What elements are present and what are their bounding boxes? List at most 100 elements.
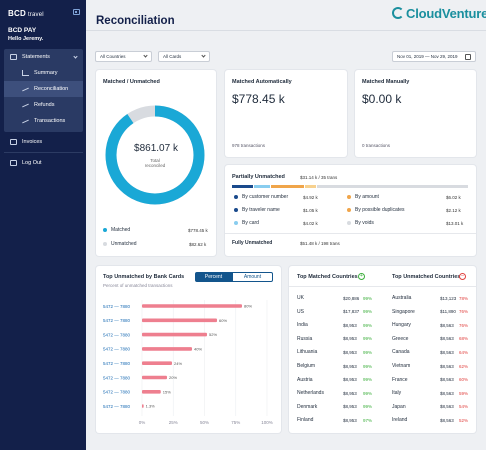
partial-item: By traveler name [234,207,280,213]
matched-manually-card: Matched Manually $0.00 k 0 transactions [355,70,476,157]
x-tick-label: 0% [139,420,146,425]
bar-category-label[interactable]: 5472 — 7880 [103,318,131,323]
logo-suffix: travel [27,12,44,18]
sidebar-item-reconciliation[interactable]: Reconciliation [4,81,83,97]
bar[interactable] [142,390,161,394]
sidebar-item-label: Log Out [22,160,42,166]
matched-country-name: Finland [297,417,314,424]
matched-country-value: $8,953 [343,417,357,423]
matched-country-pct: 99% [363,336,373,342]
partial-item: By voids [347,220,374,226]
brand-name: BCD PAY [8,27,37,34]
unmatched-country-value: $8,563 [440,363,454,369]
partial-item-value: $2.12 k [446,208,461,213]
bar[interactable] [142,304,242,308]
sidebar-item-invoices[interactable]: Invoices [4,134,83,150]
unmatched-country-value: $8,563 [440,417,454,423]
bar-value-label: 20% [169,375,177,380]
chevron-down-icon [73,54,78,59]
sidebar-item-label: Statements [22,54,50,60]
countries-card: Top Matched Countries + Top Unmatched Co… [289,266,476,433]
sidebar-item-summary[interactable]: Summary [4,65,83,81]
partial-bar-segment [271,185,304,188]
bar-category-label[interactable]: 5472 — 7880 [103,390,131,395]
bar-value-label: 15% [163,389,171,394]
unmatched-country-name: Greece [392,335,409,342]
box-icon [10,54,17,60]
card-subtitle: Percent of unmatched transactions [103,283,173,288]
percent-toggle-button[interactable]: Percent [195,272,232,282]
unmatched-country-pct: 52% [459,417,469,423]
donut-total-label: Total reconciled [144,158,166,168]
bar-category-label[interactable]: 5472 — 7880 [103,375,131,380]
legend-label: Matched [111,227,131,233]
date-range-picker[interactable]: Nov 01, 2019 — Nov 29, 2019 [392,51,476,62]
unmatched-country-pct: 68% [459,336,469,342]
bar[interactable] [142,361,172,365]
partial-item: By possible duplicates [347,207,404,213]
cloudventure-text: CloudVenture [406,5,486,21]
partial-item-label: By traveler name [242,207,280,213]
matched-country-pct: 99% [363,404,373,410]
bar-value-label: 52% [209,332,217,337]
unmatched-country-value: $8,563 [440,349,454,355]
matched-auto-value: $778.45 k [232,92,285,106]
unmatched-country-pct: 76% [459,322,469,328]
bar[interactable] [142,332,207,337]
bar[interactable] [142,347,192,351]
card-title: Partially Unmatched [232,174,285,180]
matched-automatically-card: Matched Automatically $778.45 k 978 tran… [225,70,347,157]
bcd-logo[interactable]: BCD travel [8,9,44,18]
bar[interactable] [142,318,217,323]
amount-toggle-button[interactable]: Amount [232,272,273,282]
logout-icon [10,160,17,166]
trend-icon [22,86,29,92]
cloudventure-mark-icon [392,7,404,19]
cards-select[interactable]: All Cards [158,51,210,62]
bar-category-label[interactable]: 5472 — 7880 [103,361,131,366]
unmatched-country-value: $11,890 [440,309,456,315]
bar-category-label[interactable]: 5472 — 7880 [103,332,131,337]
minus-icon: – [459,273,466,280]
statements-group: Statements Summary Reconciliation Refund… [4,49,83,132]
x-tick-label: 50% [200,420,209,425]
unmatched-country-name: Hungary [392,322,411,329]
sidebar-item-statements[interactable]: Statements [4,49,83,65]
sidebar-item-refunds[interactable]: Refunds [4,97,83,113]
countries-select[interactable]: All Countries [95,51,152,62]
sidebar-item-label: Transactions [34,118,66,124]
bar-category-label[interactable]: 5472 — 7880 [103,347,131,352]
bar[interactable] [142,404,144,408]
matched-country-pct: 99% [363,309,373,315]
divider [289,286,476,287]
unmatched-country-name: Vietnam [392,363,411,369]
chevron-down-icon [143,53,148,58]
bar-category-label[interactable]: 5472 — 7880 [103,404,131,409]
bar[interactable] [142,375,167,380]
partial-stacked-bar [232,185,469,188]
partial-item-label: By amount [355,194,379,200]
unmatched-country-name: Japan [392,403,406,410]
matched-country-value: $8,953 [343,349,357,355]
matched-country-name: Denmark [297,403,318,410]
unmatched-country-value: $8,563 [440,404,454,410]
sidebar-item-label: Summary [34,70,58,76]
unmatched-country-pct: 62% [459,363,469,369]
legend-label: Unmatched [111,241,137,247]
matched-manual-footer: 0 transactions [362,143,391,148]
partial-item: By card [234,220,259,226]
sidebar-item-transactions[interactable]: Transactions [4,113,83,129]
matched-countries-title: Top Matched Countries [297,274,358,280]
unmatched-country-pct: 60% [459,377,469,383]
legend-unmatched-value: $82.62 k [189,242,207,247]
partial-bar-segment [253,185,271,188]
calendar-icon [465,54,471,60]
partial-item-value: $6.02 k [446,195,461,200]
partial-bar-segment [232,185,253,188]
partial-bar-segment [304,185,317,188]
sidebar-item-logout[interactable]: Log Out [4,155,83,171]
cloudventure-logo: CloudVenture [392,4,486,22]
bar-category-label[interactable]: 5472 — 7880 [103,304,131,309]
matched-country-value: $20,886 [343,295,360,301]
collapse-sidebar-icon[interactable] [73,9,80,15]
